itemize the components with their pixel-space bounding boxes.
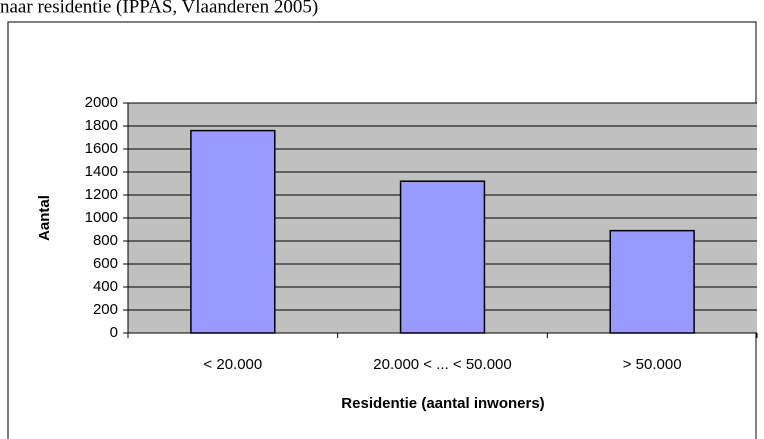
y-tick-label: 2000 — [85, 94, 118, 111]
bar — [399, 180, 486, 334]
y-tick-label: 600 — [93, 255, 118, 272]
bar — [190, 129, 276, 334]
y-tick-label: 800 — [93, 232, 118, 249]
bar — [609, 229, 695, 334]
y-tick-label: 200 — [93, 301, 118, 318]
y-axis-label: Aantal — [36, 195, 53, 241]
y-tick-label: 400 — [93, 278, 118, 295]
caption: naar residentie (IPPAS, Vlaanderen 2005) — [0, 0, 318, 17]
y-tick-label: 1600 — [85, 140, 118, 157]
x-tick-label: < 20.000 — [203, 356, 262, 373]
y-tick-label: 1400 — [85, 163, 118, 180]
y-tick-label: 0 — [110, 324, 118, 341]
y-tick-label: 1000 — [85, 209, 118, 226]
x-tick-label: 20.000 < ... < 50.000 — [373, 356, 511, 373]
x-axis-label: Residentie (aantal inwoners) — [341, 395, 544, 412]
y-tick-label: 1200 — [85, 186, 118, 203]
x-tick-label: > 50.000 — [623, 356, 682, 373]
y-tick-label: 1800 — [85, 117, 118, 134]
